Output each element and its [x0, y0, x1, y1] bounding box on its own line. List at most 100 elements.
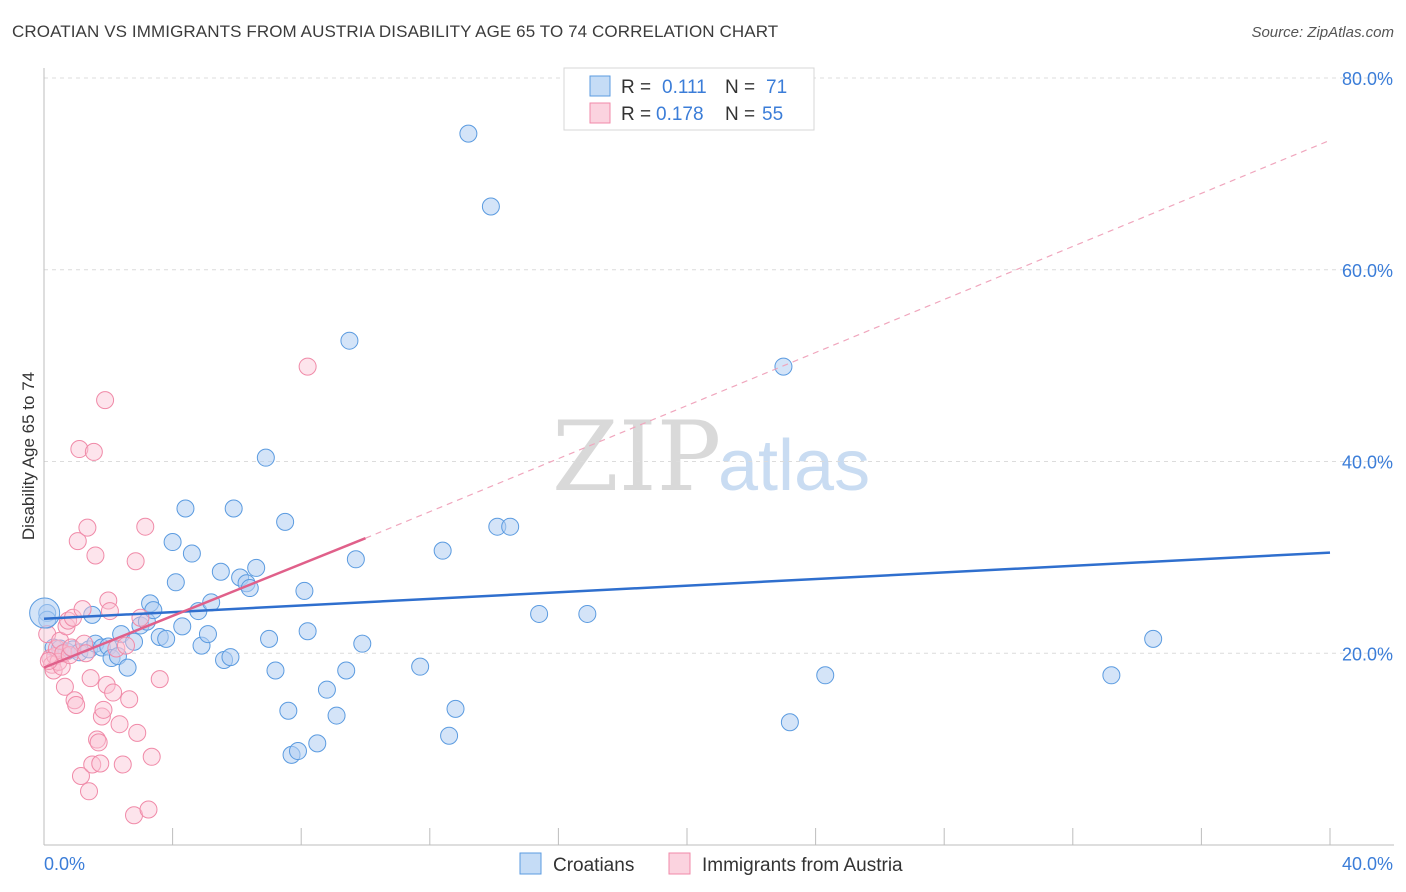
austria-point-48 [131, 608, 150, 627]
croatians-point-23 [166, 573, 185, 592]
y-tick-label-0: 20.0% [1342, 644, 1393, 664]
legend-r-label-1: R = [621, 77, 651, 98]
legend-bottom-swatch-austria [668, 852, 691, 875]
croatians-point-67 [816, 666, 835, 685]
croatians-point-34 [224, 499, 243, 518]
croatians-point-52 [340, 331, 359, 350]
croatians-point-large [29, 597, 61, 629]
legend-bottom-swatch-croatians [519, 852, 542, 875]
austria-point-28 [84, 442, 103, 461]
croatians-point-40 [260, 629, 279, 648]
croatians-point-38 [247, 558, 266, 577]
trend-line-austria [43, 537, 366, 669]
croatians-point-66 [780, 713, 799, 732]
croatians-point-64 [578, 604, 597, 623]
y-tick-label-1: 40.0% [1342, 453, 1393, 473]
croatians-point-45 [288, 742, 307, 761]
y-tick-label-2: 60.0% [1342, 261, 1393, 281]
croatians-point-53 [346, 550, 365, 569]
croatians-point-54 [353, 634, 372, 653]
austria-point-25 [80, 782, 99, 801]
austria-point-35 [96, 391, 115, 410]
croatians-point-22 [163, 533, 182, 552]
croatians-point-41 [266, 661, 285, 680]
legend-top: R = 0.111 N = 71 R = 0.178 N = 55 [563, 67, 815, 131]
croatians-point-21 [157, 629, 176, 648]
croatians-point-55 [411, 657, 430, 676]
legend-bottom-croatians: Croatians [553, 855, 634, 876]
austria-point-49 [136, 517, 155, 536]
austria-point-18 [68, 532, 87, 551]
legend-n-value-2: 55 [762, 104, 783, 125]
croatians-point-46 [295, 581, 314, 600]
legend-swatch-croatians [589, 75, 611, 97]
croatians-point-29 [198, 625, 217, 644]
tick-labels: 20.0% 40.0% 60.0% 80.0% 0.0% 40.0% [44, 69, 1393, 874]
austria-point-53 [298, 357, 317, 376]
croatians-point-69 [1144, 629, 1163, 648]
austria-point-24 [78, 518, 97, 537]
austria-point-33 [92, 707, 111, 726]
austria-point-42 [113, 755, 132, 774]
croatians-point-33 [221, 648, 240, 667]
croatians-point-48 [308, 734, 327, 753]
croatians-point-24 [173, 617, 192, 636]
x-tick-label-1: 40.0% [1342, 854, 1393, 874]
austria-point-36 [97, 675, 116, 694]
legend-n-label-2: N = [725, 104, 755, 125]
croatians-point-59 [459, 124, 478, 143]
y-axis-label: Disability Age 65 to 74 [19, 372, 38, 540]
austria-point-39 [104, 683, 123, 702]
legend-r-label-2: R = [621, 104, 651, 125]
austria-point-52 [150, 670, 169, 689]
austria-point-38 [100, 602, 119, 621]
austria-point-32 [91, 754, 110, 773]
austria-point-17 [67, 696, 86, 715]
croatians-point-31 [211, 562, 230, 581]
legend-n-value-1: 71 [766, 77, 787, 98]
legend-r-value-1: 0.111 [662, 77, 707, 98]
austria-point-44 [120, 690, 139, 709]
croatians-point-26 [182, 544, 201, 563]
austria-point-47 [128, 723, 147, 742]
croatians-point-50 [327, 706, 346, 725]
axes [43, 68, 1394, 846]
austria-point-26 [81, 669, 100, 688]
austria-point-19 [70, 440, 89, 459]
croatians-point-25 [176, 499, 195, 518]
croatians-point-60 [481, 197, 500, 216]
austria-point-31 [89, 733, 108, 752]
austria-point-51 [142, 747, 161, 766]
legend-n-label-1: N = [725, 77, 755, 98]
legend-bottom-austria: Immigrants from Austria [702, 855, 903, 876]
croatians-point-14 [118, 658, 137, 677]
croatians-point-51 [337, 661, 356, 680]
watermark-atlas: atlas [718, 426, 870, 506]
legend-swatch-austria [589, 102, 611, 124]
croatians-point-47 [298, 622, 317, 641]
austria-point-21 [73, 600, 92, 619]
austria-point-43 [116, 636, 135, 655]
y-tick-label-3: 80.0% [1342, 69, 1393, 89]
austria-point-46 [126, 552, 145, 571]
croatians-point-58 [446, 699, 465, 718]
austria-point-29 [86, 546, 105, 565]
legend-bottom: Croatians Immigrants from Austria [519, 852, 903, 876]
austria-point-30 [88, 730, 107, 749]
legend-r-value-2: 0.178 [656, 104, 704, 125]
gridlines [44, 77, 1394, 654]
trend-line-austria-extension [365, 139, 1331, 539]
watermark-zip: ZIP [552, 401, 721, 513]
croatians-point-57 [440, 726, 459, 745]
croatians-point-39 [256, 448, 275, 467]
austria-point-10 [55, 677, 74, 696]
croatians-point-65 [774, 357, 793, 376]
austria-point-41 [110, 715, 129, 734]
croatians-point-43 [279, 701, 298, 720]
croatians-point-56 [433, 541, 452, 560]
trend-line-croatians [43, 551, 1331, 620]
austria-point-50 [139, 800, 158, 819]
croatians-point-68 [1102, 666, 1121, 685]
chart-title: CROATIAN VS IMMIGRANTS FROM AUSTRIA DISA… [12, 22, 779, 41]
